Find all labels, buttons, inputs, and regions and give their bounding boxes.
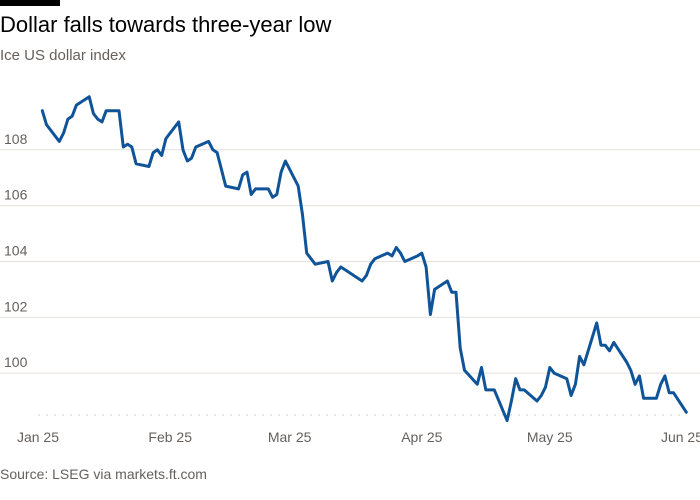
source-note: Source: LSEG via markets.ft.com xyxy=(0,466,207,482)
x-tick-label: Mar 25 xyxy=(268,429,312,445)
x-tick-label: Jan 25 xyxy=(17,429,59,445)
chart-title: Dollar falls towards three-year low xyxy=(0,12,332,37)
y-tick-label: 100 xyxy=(4,354,28,370)
x-tick-label: Apr 25 xyxy=(401,429,442,445)
y-tick-label: 108 xyxy=(4,131,28,147)
y-tick-label: 102 xyxy=(4,298,28,314)
y-tick-label: 106 xyxy=(4,187,28,203)
x-tick-label: Feb 25 xyxy=(148,429,192,445)
series-line xyxy=(40,95,688,423)
x-tick-label: May 25 xyxy=(527,429,573,445)
brand-bar xyxy=(0,0,60,6)
line-chart: 100 102 104 106 108 Jan 25 Feb 25 Mar 25 Apr 25 M… xyxy=(0,95,700,445)
chart-subtitle: Ice US dollar index xyxy=(0,47,126,64)
y-tick-label: 104 xyxy=(4,242,28,258)
x-tick-label: Jun 25 xyxy=(661,429,700,445)
